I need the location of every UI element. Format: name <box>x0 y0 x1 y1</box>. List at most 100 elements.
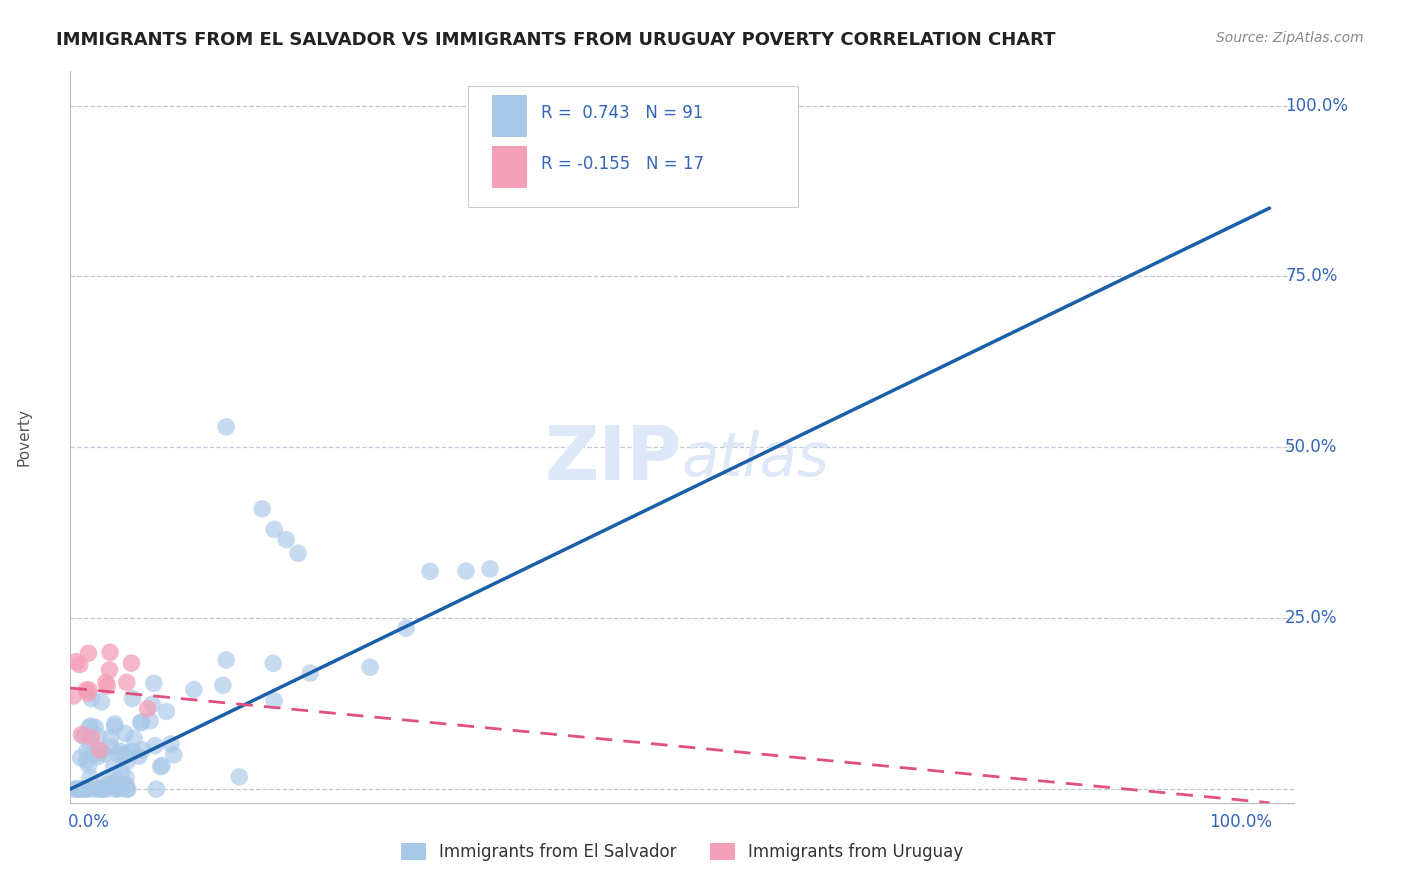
Text: ZIP: ZIP <box>544 423 682 496</box>
Bar <box>492 95 527 137</box>
Point <box>76 782 98 797</box>
Point <box>117 782 139 797</box>
Point <box>63 782 86 797</box>
Point <box>83 782 105 797</box>
Point <box>228 770 250 784</box>
Point <box>454 564 477 578</box>
Point <box>262 657 284 671</box>
Point <box>141 698 163 712</box>
Point <box>150 758 173 772</box>
Text: 100.0%: 100.0% <box>1209 813 1272 831</box>
Point <box>121 745 143 759</box>
Point <box>131 743 153 757</box>
Point <box>77 758 100 772</box>
Point <box>110 765 132 780</box>
Point <box>250 501 273 516</box>
Text: 50.0%: 50.0% <box>1285 438 1337 457</box>
Point <box>69 751 91 765</box>
Point <box>89 782 111 797</box>
Point <box>98 663 121 677</box>
Point <box>299 666 322 681</box>
Point <box>131 715 153 730</box>
Point <box>114 748 136 763</box>
Point <box>105 774 128 789</box>
Point <box>89 743 111 757</box>
Point <box>163 747 186 762</box>
Point <box>359 660 381 674</box>
Point <box>287 546 309 560</box>
Point <box>80 691 103 706</box>
Point <box>479 562 502 576</box>
Text: IMMIGRANTS FROM EL SALVADOR VS IMMIGRANTS FROM URUGUAY POVERTY CORRELATION CHART: IMMIGRANTS FROM EL SALVADOR VS IMMIGRANT… <box>56 31 1056 49</box>
Text: R =  0.743   N = 91: R = 0.743 N = 91 <box>541 104 703 122</box>
Point <box>94 782 117 797</box>
Point <box>114 726 136 740</box>
Point <box>263 522 285 536</box>
Text: 25.0%: 25.0% <box>1285 609 1337 627</box>
Point <box>115 675 138 690</box>
Point <box>76 744 98 758</box>
Point <box>100 731 122 745</box>
Point <box>79 771 101 785</box>
Point <box>142 676 165 690</box>
Point <box>103 759 125 773</box>
Point <box>94 772 117 787</box>
Point <box>62 689 84 703</box>
Point <box>115 782 138 797</box>
Text: 0.0%: 0.0% <box>67 813 110 831</box>
Text: 100.0%: 100.0% <box>1285 96 1348 114</box>
Point <box>183 682 205 697</box>
Point <box>96 679 118 693</box>
Point <box>215 420 238 434</box>
Point <box>107 780 129 794</box>
Point <box>136 701 159 715</box>
Point <box>115 778 138 792</box>
Point <box>66 782 89 797</box>
Point <box>263 694 285 708</box>
Point <box>101 778 124 792</box>
Point <box>145 782 167 797</box>
Point <box>69 782 91 797</box>
Point <box>77 682 100 697</box>
Point <box>69 781 91 796</box>
Point <box>73 729 96 743</box>
Point <box>276 533 298 547</box>
Point <box>73 782 96 797</box>
Point <box>77 720 100 734</box>
Text: Source: ZipAtlas.com: Source: ZipAtlas.com <box>1216 31 1364 45</box>
Point <box>79 736 101 750</box>
Point <box>75 682 97 697</box>
Point <box>120 656 142 670</box>
Point <box>107 782 129 797</box>
Point <box>149 759 172 773</box>
Text: atlas: atlas <box>682 430 830 489</box>
Point <box>70 727 93 741</box>
Text: R = -0.155   N = 17: R = -0.155 N = 17 <box>541 155 704 173</box>
Text: 75.0%: 75.0% <box>1285 268 1337 285</box>
Point <box>87 729 110 743</box>
Point <box>128 749 150 764</box>
Point <box>65 655 87 669</box>
Point <box>117 745 139 759</box>
Point <box>129 715 152 730</box>
Point <box>90 782 112 797</box>
Point <box>80 719 103 733</box>
Point <box>110 780 132 794</box>
Point <box>94 675 117 690</box>
Point <box>155 705 177 719</box>
Point <box>143 739 166 753</box>
Point <box>122 731 145 746</box>
Point <box>75 753 97 767</box>
Point <box>80 731 103 745</box>
Bar <box>492 146 527 188</box>
Point <box>110 744 132 758</box>
FancyBboxPatch shape <box>468 86 799 207</box>
Point <box>69 657 91 672</box>
Point <box>395 621 418 635</box>
Point <box>419 565 441 579</box>
Point <box>84 720 107 734</box>
Point <box>103 720 125 734</box>
Point <box>90 745 112 759</box>
Point <box>98 645 121 659</box>
Point <box>104 782 127 797</box>
